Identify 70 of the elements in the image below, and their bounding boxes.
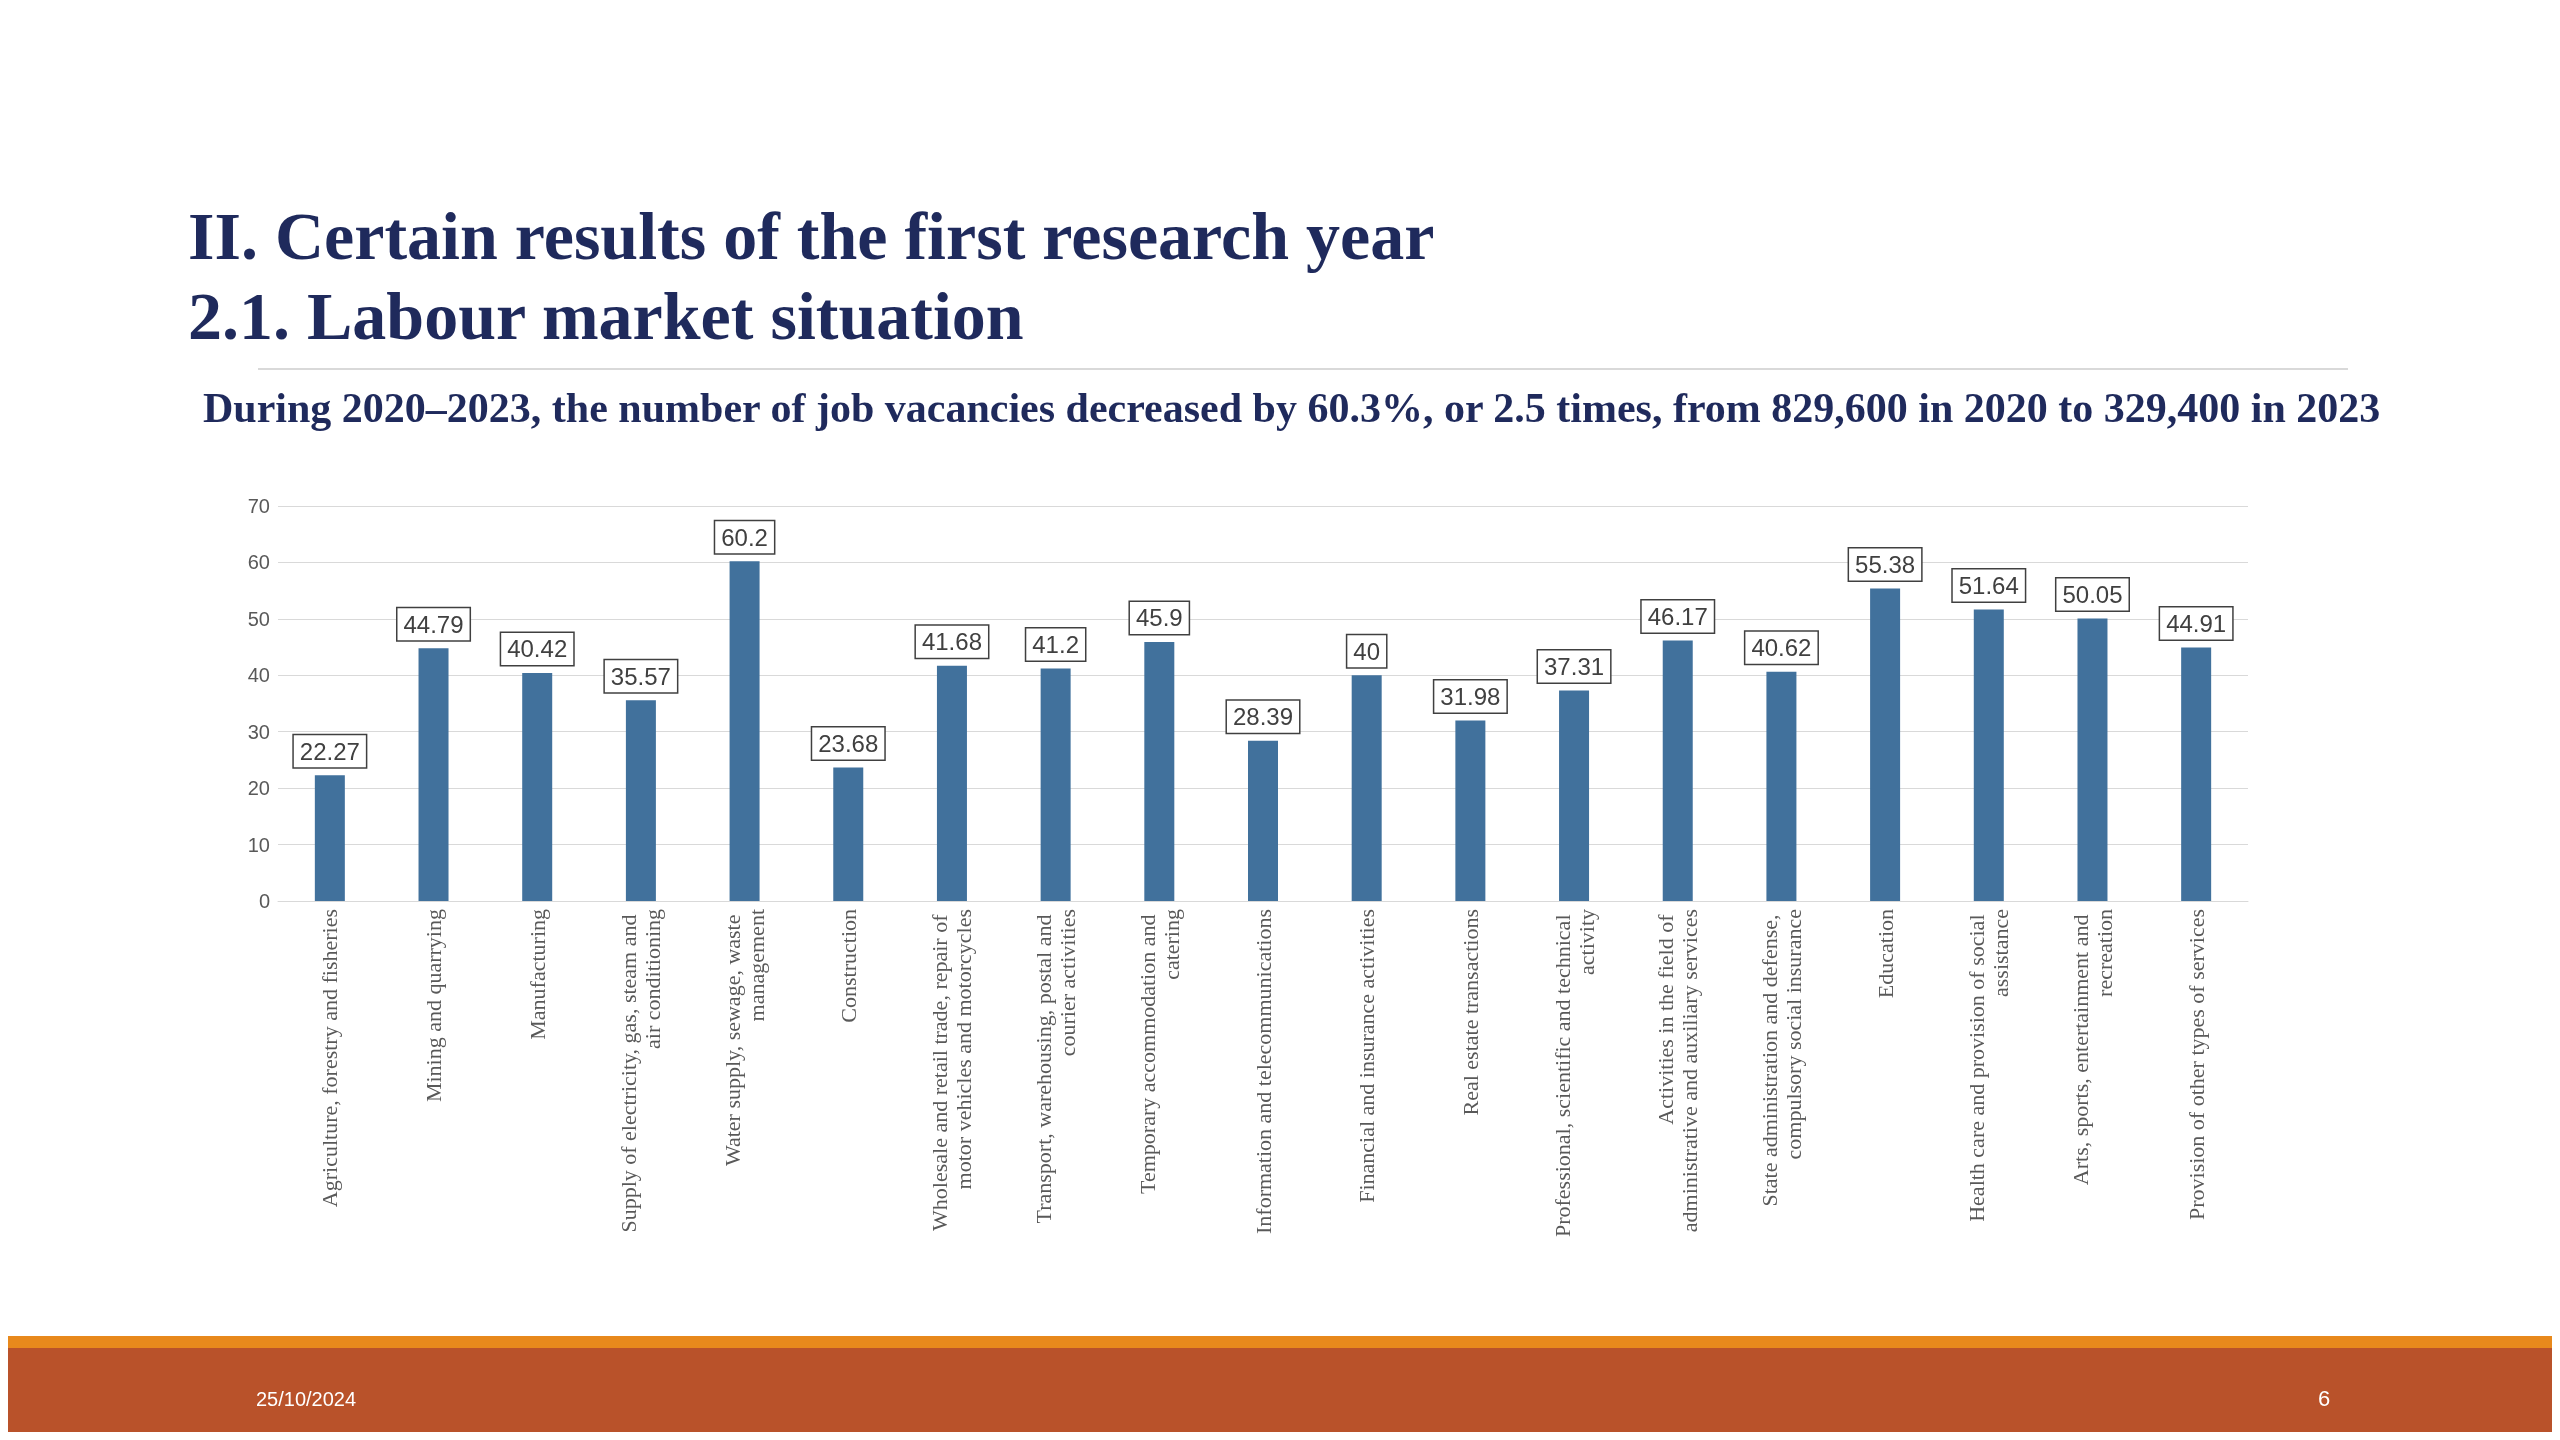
text: During 2020–2023, the number of job vacancies decreased by 60.3%, or 2.5 times, from 829,600 in 2020 to 329,400 in 2023: [203, 384, 2382, 433]
x-tick-label: Provision of other types of services: [2183, 909, 2209, 1220]
data-label: 22.27: [299, 737, 360, 765]
x-tick-label: Information and telecommunications: [1250, 909, 1276, 1235]
y-tick-label: 40: [247, 664, 270, 687]
data-label: 40.62: [1751, 634, 1812, 662]
data-label: 40.42: [507, 635, 568, 663]
y-tick-label: 20: [247, 777, 270, 800]
bar: [1559, 690, 1590, 901]
bar: [833, 767, 864, 901]
x-tick-label: Real estate transactions: [1457, 909, 1483, 1116]
x-tick-label: Education: [1872, 909, 1898, 999]
bar: [729, 561, 760, 901]
x-tick-label: Activities in the field of administrative and auxiliary services: [1653, 909, 1703, 1233]
bar: [1144, 641, 1175, 901]
data-label: 35.57: [610, 662, 671, 690]
bar: [1040, 668, 1071, 901]
data-label: 44.79: [403, 610, 464, 638]
y-tick-label: 0: [258, 890, 270, 912]
x-tick-label: Financial and insurance activities: [1354, 909, 1380, 1203]
data-label: 41.68: [921, 628, 982, 656]
y-tick-label: 60: [247, 551, 270, 574]
x-tick-label: Wholesale and retail trade, repair of motor vehicles and motorcycles: [927, 909, 977, 1231]
x-tick-label: Construction: [835, 909, 861, 1023]
data-label: 55.38: [1855, 551, 1916, 578]
bar: [2077, 618, 2108, 901]
data-label: 51.64: [1958, 572, 2019, 600]
x-tick-label: Health care and provision of social assistance: [1964, 909, 2014, 1222]
bar: [522, 672, 553, 901]
chart-subtitle: 2.1. Labour market situation: [188, 277, 1025, 356]
bar: [314, 775, 345, 901]
bar: [625, 700, 656, 901]
x-tick-label: Professional, scientific and technical activity: [1549, 909, 1599, 1238]
data-label: 37.31: [1544, 652, 1605, 680]
data-label: 46.17: [1647, 602, 1708, 630]
bar: [1662, 640, 1693, 901]
y-tick-label: 30: [247, 720, 270, 743]
data-label: 44.91: [2166, 610, 2227, 638]
bar: [1351, 675, 1382, 901]
x-tick-label: Water supply, sewage, waste management: [720, 909, 770, 1167]
data-label: 40: [1353, 637, 1381, 665]
bar: [418, 648, 449, 901]
bar: [936, 665, 967, 901]
bar: [1870, 588, 1901, 901]
x-tick-label: State administration and defense, compulsory social insurance: [1756, 909, 1806, 1207]
data-label: 23.68: [818, 729, 879, 757]
bar: [1248, 740, 1278, 901]
data-label: 41.2: [1032, 631, 1079, 659]
bar: [2181, 647, 2212, 901]
bar: [1455, 720, 1486, 901]
y-tick-label: 10: [247, 833, 270, 856]
data-label: 60.2: [721, 523, 768, 551]
text: 6: [2318, 1386, 2331, 1412]
x-tick-label: Mining and quarrying: [421, 909, 447, 1103]
bar: [1973, 609, 2004, 901]
bar: [1766, 671, 1797, 901]
data-label: 45.9: [1135, 604, 1183, 632]
x-tick-label: Temporary accommodation and catering: [1134, 909, 1184, 1194]
x-tick-label: Transport, warehousing, postal and courier activities: [1031, 909, 1081, 1224]
x-tick-label: Manufacturing: [524, 909, 550, 1040]
y-tick-label: 70: [247, 495, 270, 517]
data-label: 28.39: [1232, 703, 1294, 731]
x-tick-label: Arts, sports, entertainment and recreation: [2067, 909, 2117, 1186]
text: 25/10/2024: [256, 1388, 357, 1411]
x-tick-label: Agriculture, forestry and fisheries: [317, 909, 343, 1208]
y-tick-label: 50: [247, 607, 270, 630]
chart-title: II. Certain results of the first research year: [188, 197, 1435, 276]
data-label: 31.98: [1440, 683, 1501, 711]
data-label: 50.05: [2062, 581, 2123, 609]
x-tick-label: Supply of electricity, gas, steam and air conditioning: [616, 909, 666, 1233]
